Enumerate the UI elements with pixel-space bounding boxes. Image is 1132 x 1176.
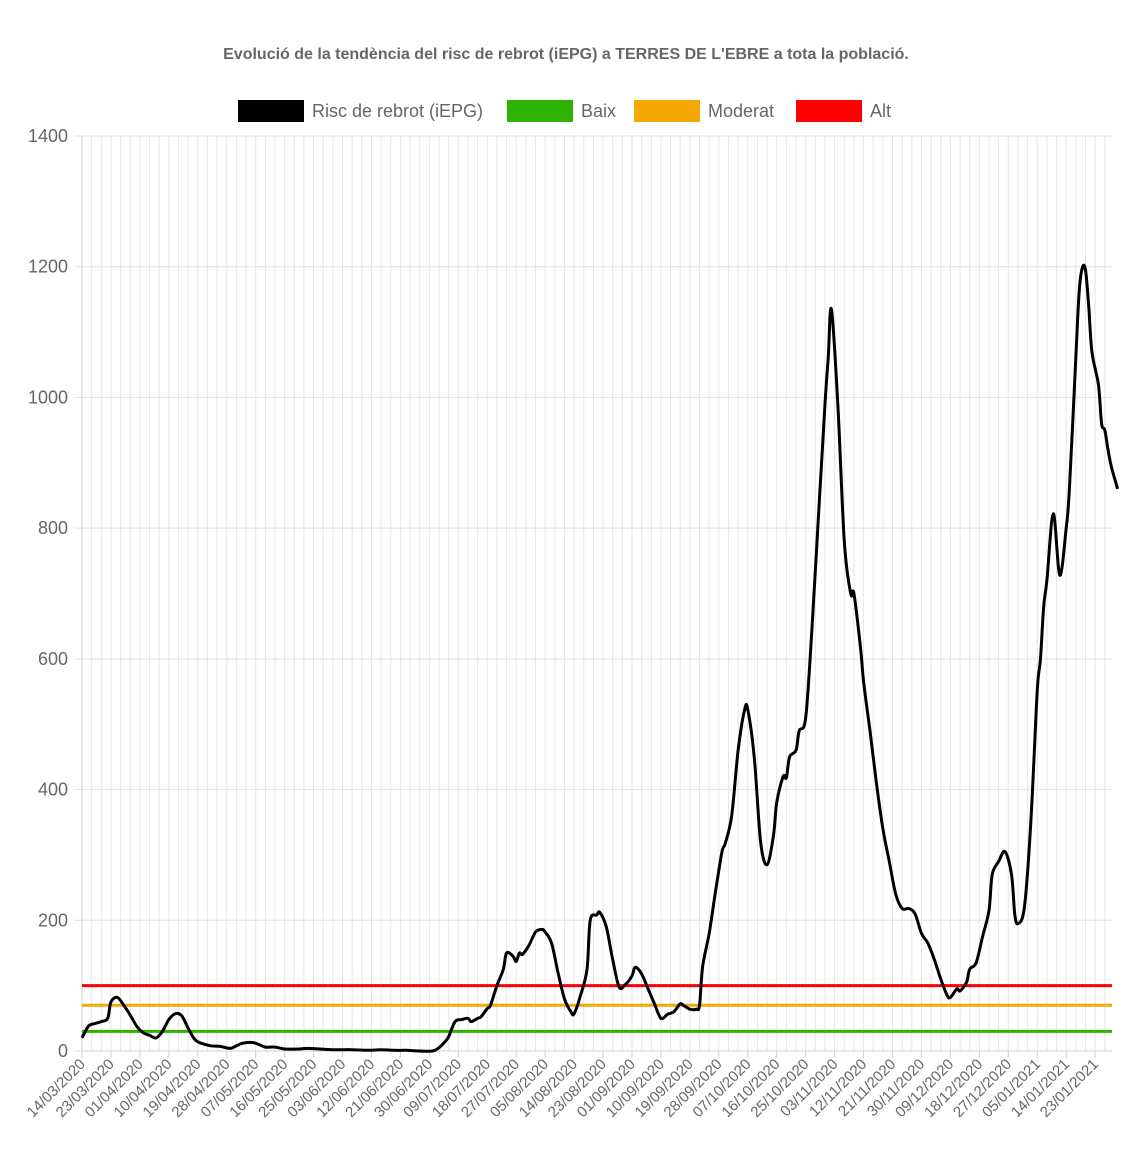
legend-item-baix[interactable]: Baix [507,98,616,124]
chart-grid [81,135,1112,1052]
legend-label-baix: Baix [581,100,617,121]
y-tick-label: 1400 [28,126,68,146]
series-line-risc-de-rebrot [80,263,1120,1053]
legend-swatch-baix [507,100,573,122]
legend-swatch-risc [238,100,304,122]
chart-legend: Risc de rebrot (iEPG) Baix Moderat Alt [0,98,1132,124]
chart-title: Evolució de la tendència del risc de reb… [223,46,909,63]
legend-item-risc[interactable]: Risc de rebrot (iEPG) [238,98,483,124]
legend-item-alt[interactable]: Alt [796,98,891,124]
x-axis: 14/03/202023/03/202001/04/202010/04/2020… [24,1050,1112,1121]
legend-label-moderat: Moderat [708,100,775,121]
legend-item-moderat[interactable]: Moderat [634,98,774,124]
legend-label-risc: Risc de rebrot (iEPG) [312,100,484,121]
y-tick-label: 600 [38,649,68,669]
y-axis: 0 200 400 600 800 1000 1200 1400 [28,126,83,1061]
y-tick-label: 0 [58,1041,68,1061]
series-lines [80,263,1120,1053]
y-tick-label: 800 [38,518,68,538]
legend-label-alt: Alt [870,100,892,121]
threshold-lines [82,984,1112,1033]
y-tick-label: 400 [38,780,68,800]
y-tick-label: 1200 [28,257,68,277]
y-tick-label: 200 [38,910,68,930]
y-tick-label: 1000 [28,387,68,407]
legend-swatch-moderat [634,100,700,122]
legend-swatch-alt [796,100,862,122]
